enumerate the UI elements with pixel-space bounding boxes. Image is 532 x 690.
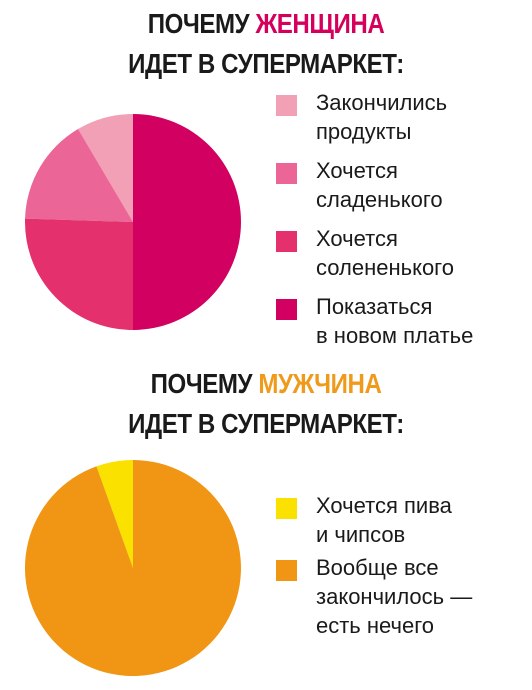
women-legend-swatch <box>276 95 297 116</box>
women-legend-label: Закончились продукты <box>316 90 448 144</box>
men-legend-item: Хочется пива и чипсов <box>276 491 472 553</box>
men-legend-label: Хочется пива и чипсов <box>316 493 452 547</box>
men-title-line1: ПОЧЕМУ МУЖЧИНА <box>37 364 495 404</box>
men-pie-slice-1 <box>96 460 133 568</box>
men-chart-title: ПОЧЕМУ МУЖЧИНА ИДЕТ В СУПЕРМАРКЕТ: <box>37 364 495 444</box>
women-title-line1: ПОЧЕМУ ЖЕНЩИНА <box>37 4 495 44</box>
men-legend-swatch <box>276 498 297 519</box>
women-legend-label: Хочется сладенького <box>316 158 443 212</box>
men-legend-label: Вообще все закончилось — есть нечего <box>316 555 473 638</box>
women-title-prefix: ПОЧЕМУ <box>147 8 256 39</box>
women-title-line2: ИДЕТ В СУПЕРМАРКЕТ: <box>128 48 404 79</box>
men-legend-swatch <box>276 560 297 581</box>
men-legend: Хочется пива и чипсов Вообще все закончил… <box>276 491 472 638</box>
women-legend-swatch <box>276 231 297 252</box>
women-pie-chart <box>24 114 241 330</box>
men-title-prefix: ПОЧЕМУ <box>150 368 259 399</box>
men-title-highlight: МУЖЧИНА <box>258 368 382 399</box>
men-legend-item: Вообще все закончилось — есть нечего <box>276 553 472 638</box>
men-title-line2: ИДЕТ В СУПЕРМАРКЕТ: <box>128 408 404 439</box>
women-pie-slice-1 <box>78 114 133 222</box>
women-legend-label: Показаться в новом платье <box>316 294 474 348</box>
women-legend-label: Хочется солененького <box>316 226 454 280</box>
men-pie-slice-2 <box>24 460 241 676</box>
men-pie-chart <box>24 460 241 676</box>
women-legend-item: Закончились продукты <box>276 88 473 156</box>
women-chart-title: ПОЧЕМУ ЖЕНЩИНА ИДЕТ В СУПЕРМАРКЕТ: <box>37 4 495 84</box>
women-title-highlight: ЖЕНЩИНА <box>255 8 385 39</box>
women-legend-swatch <box>276 163 297 184</box>
women-legend-swatch <box>276 299 297 320</box>
women-pie-slice-2 <box>25 129 133 222</box>
women-legend-item: Хочется солененького <box>276 224 473 292</box>
women-pie-slice-3 <box>24 218 134 330</box>
women-legend-item: Показаться в новом платье <box>276 292 473 360</box>
women-pie-slice-4 <box>133 114 241 330</box>
women-legend-item: Хочется сладенького <box>276 156 473 224</box>
women-legend: Закончились продукты Хочется сладенького Х… <box>276 88 473 360</box>
